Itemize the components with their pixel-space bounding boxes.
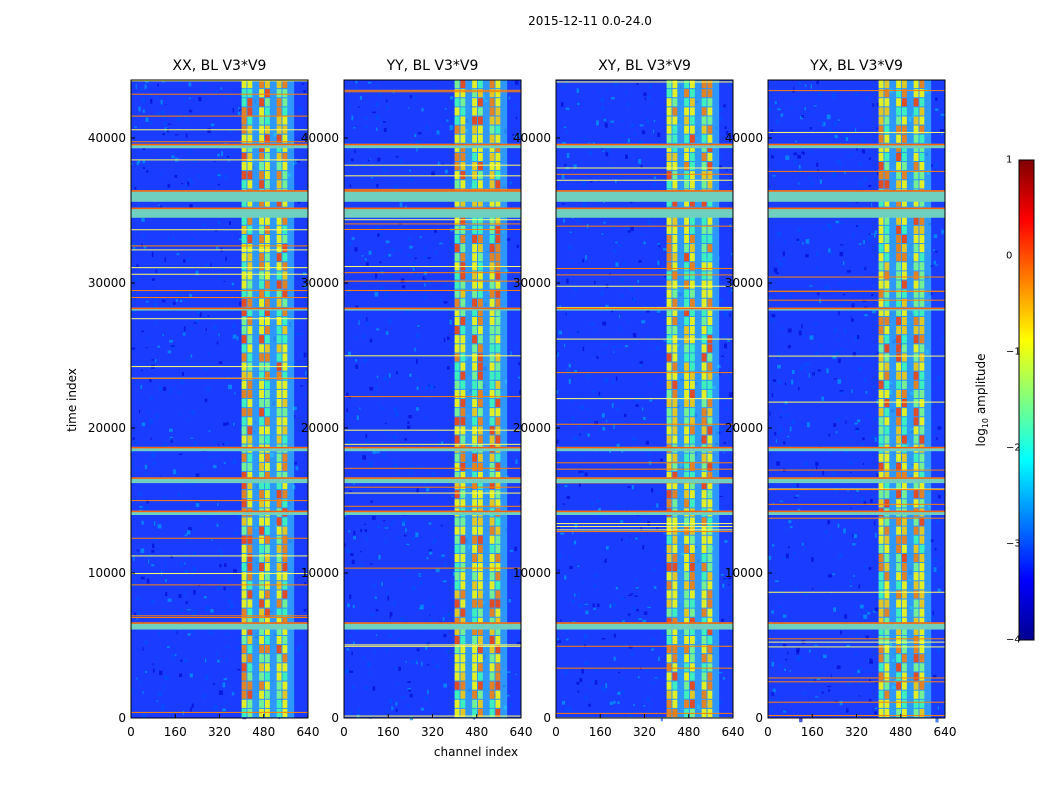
colorbar-tick: −4 xyxy=(1006,634,1021,646)
flagged-time-band xyxy=(344,510,521,515)
flagged-time-band xyxy=(131,190,308,202)
panel-title-xx: XX, BL V3*V9 xyxy=(172,58,267,74)
panel-title-yx: YX, BL V3*V9 xyxy=(810,58,903,74)
flagged-time-band xyxy=(768,622,945,630)
colorbar-tick: 1 xyxy=(1006,154,1013,166)
x-tick-label: 640 xyxy=(721,725,745,739)
flagged-time-band xyxy=(344,190,521,202)
heatmap-panel xyxy=(555,79,734,722)
x-tick-label: 320 xyxy=(845,725,868,739)
panel-title-yy: YY, BL V3*V9 xyxy=(386,58,479,74)
y-tick-label: 40000 xyxy=(724,131,763,145)
y-tick-label: 40000 xyxy=(87,131,126,145)
flagged-time-band xyxy=(131,207,308,218)
heatmap-panel xyxy=(130,79,309,720)
heatmap-panel xyxy=(767,79,946,723)
flagged-time-band xyxy=(131,622,308,630)
panel-title-xy: XY, BL V3*V9 xyxy=(598,58,691,74)
x-tick-label: 0 xyxy=(764,725,772,739)
y-tick-label: 30000 xyxy=(87,276,126,290)
colorbar-tick: −3 xyxy=(1006,538,1021,550)
y-tick-label: 20000 xyxy=(724,421,763,435)
y-tick-label: 10000 xyxy=(512,566,551,580)
flagged-time-band xyxy=(556,622,733,630)
flagged-time-band xyxy=(131,143,308,149)
colorbar xyxy=(1018,159,1035,641)
flagged-time-band xyxy=(344,446,521,452)
y-tick-label: 40000 xyxy=(300,131,339,145)
x-tick-label: 480 xyxy=(465,725,489,739)
x-tick-label: 640 xyxy=(509,725,533,739)
x-tick-label: 320 xyxy=(208,725,231,739)
flagged-time-band xyxy=(768,143,945,149)
flagged-time-band xyxy=(556,510,733,515)
heatmap-panel xyxy=(343,79,522,721)
x-tick-label: 480 xyxy=(252,725,276,739)
flagged-time-band xyxy=(556,477,733,484)
y-tick-label: 0 xyxy=(543,711,551,725)
x-tick-label: 160 xyxy=(163,725,187,739)
colorbar-label: log10 amplitude xyxy=(973,353,991,447)
x-tick-label: 480 xyxy=(889,725,913,739)
flagged-time-band xyxy=(556,190,733,202)
x-tick-label: 0 xyxy=(552,725,560,739)
x-tick-label: 160 xyxy=(588,725,612,739)
y-axis-label: time index xyxy=(65,368,79,432)
flagged-time-band xyxy=(344,622,521,630)
colorbar-tick: −1 xyxy=(1006,346,1021,358)
y-tick-label: 10000 xyxy=(300,566,339,580)
colorbar-tick: 0 xyxy=(1006,250,1013,262)
flagged-time-band xyxy=(768,510,945,515)
y-tick-label: 20000 xyxy=(300,421,339,435)
x-tick-label: 160 xyxy=(376,725,400,739)
x-axis-label: channel index xyxy=(433,745,519,759)
x-tick-label: 0 xyxy=(127,725,135,739)
y-tick-label: 10000 xyxy=(87,566,126,580)
y-tick-label: 30000 xyxy=(724,276,763,290)
figure-suptitle: 2015-12-11 0.0-24.0 xyxy=(528,14,652,28)
x-tick-label: 640 xyxy=(933,725,957,739)
x-tick-label: 640 xyxy=(296,725,320,739)
flagged-time-band xyxy=(556,143,733,149)
flagged-time-band xyxy=(768,190,945,202)
y-tick-label: 20000 xyxy=(512,421,551,435)
colorbar-tick: −2 xyxy=(1006,442,1021,454)
flagged-time-band xyxy=(768,477,945,484)
y-tick-label: 40000 xyxy=(512,131,551,145)
y-tick-label: 0 xyxy=(118,711,126,725)
flagged-time-band xyxy=(344,477,521,484)
flagged-time-band xyxy=(768,446,945,452)
flagged-time-band xyxy=(344,143,521,149)
flagged-time-band xyxy=(768,207,945,218)
y-tick-label: 20000 xyxy=(87,421,126,435)
flagged-time-band xyxy=(556,446,733,452)
x-tick-label: 320 xyxy=(633,725,656,739)
y-tick-label: 0 xyxy=(755,711,763,725)
y-tick-label: 10000 xyxy=(724,566,763,580)
flagged-time-band xyxy=(131,446,308,452)
x-tick-label: 480 xyxy=(677,725,701,739)
flagged-time-band xyxy=(131,477,308,484)
y-tick-label: 30000 xyxy=(300,276,339,290)
flagged-time-band xyxy=(344,207,521,218)
flagged-time-band xyxy=(131,510,308,515)
x-tick-label: 160 xyxy=(800,725,824,739)
x-tick-label: 320 xyxy=(421,725,444,739)
x-tick-label: 0 xyxy=(340,725,348,739)
y-tick-label: 0 xyxy=(331,711,339,725)
flagged-time-band xyxy=(556,207,733,218)
y-tick-label: 30000 xyxy=(512,276,551,290)
